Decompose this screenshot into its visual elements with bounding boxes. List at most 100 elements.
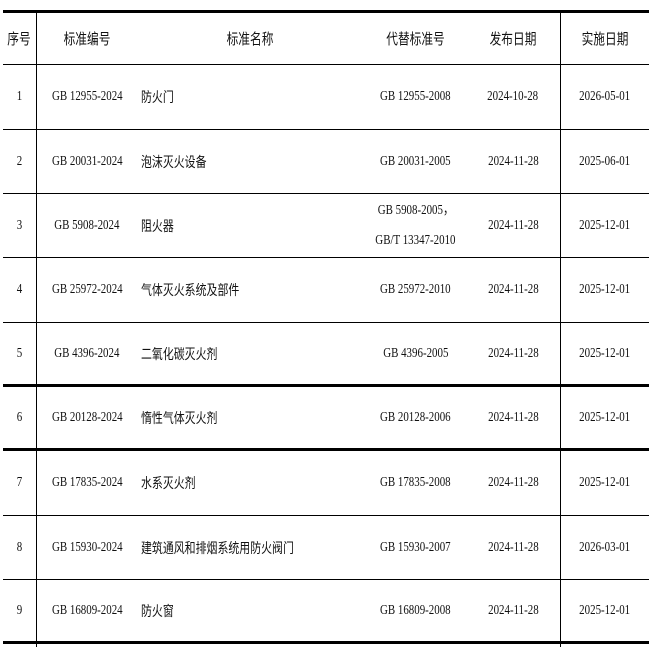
cell-replaces: GB 12955-2008 [358, 65, 473, 129]
code-text: GB 20128-2024 [51, 409, 123, 425]
cell-replaces: GB 5908-2005， GB/T 13347-2010 [358, 194, 473, 257]
published-text: 2024-10-28 [487, 89, 539, 104]
cell-no: 4 [3, 258, 36, 322]
replaced-standard: GB 20031-2005 [380, 153, 451, 169]
cell-effective: 2025-12-01 [561, 194, 649, 257]
cell-name: 泡沫灭火设备 [141, 130, 351, 193]
cell-replaces: GB 25972-2010 [358, 258, 473, 322]
published-text: 2024-11-28 [487, 409, 539, 425]
replaced-standard: GB 5908-2005， [377, 202, 454, 218]
cell-published: 2024-11-28 [463, 387, 563, 448]
cell-name: 水系灭火剂 [141, 451, 351, 515]
header-name: 标准名称 [183, 13, 318, 64]
cell-no: 7 [3, 451, 36, 515]
code-text: GB 17835-2024 [51, 475, 123, 490]
table-row: 4 GB 25972-2024 气体灭火系统及部件 GB 25972-2010 2024… [3, 258, 649, 323]
cell-code: GB 5908-2024 [37, 194, 137, 257]
table-row: 8 GB 15930-2024 建筑通风和排烟系统用防火阀门 GB 15930-200… [3, 516, 649, 580]
cell-published: 2024-10-28 [463, 65, 563, 129]
code-text: GB 16809-2024 [51, 602, 123, 618]
published-text: 2024-11-28 [487, 282, 539, 297]
effective-text: 2026-05-01 [579, 89, 631, 104]
cell-code: GB 16809-2024 [37, 580, 137, 641]
cell-replaces: GB 20128-2006 [358, 387, 473, 448]
cell-code: GB 17835-2024 [37, 451, 137, 515]
table-row: 9 GB 16809-2024 防火窗 GB 16809-2008 2024-11-28… [3, 580, 649, 644]
cell-published: 2024-11-28 [463, 323, 563, 384]
header-label: 实施日期 [581, 32, 629, 48]
table-row: 6 GB 20128-2024 惰性气体灭火剂 GB 20128-2006 2024-1… [3, 387, 649, 451]
cell-name: 阻火器 [141, 194, 351, 257]
cell-effective: 2026-03-01 [561, 516, 649, 579]
header-label: 序号 [7, 32, 32, 48]
cell-effective: 2025-12-01 [561, 323, 649, 384]
cell-effective: 2025-12-01 [561, 580, 649, 641]
replaced-standard: GB 25972-2010 [380, 282, 451, 297]
cell-no: 8 [3, 516, 36, 579]
no-text: 7 [16, 475, 23, 490]
cell-name: 二氧化碳灭火剂 [141, 323, 351, 384]
cell-published: 2024-11-28 [463, 258, 563, 322]
name-text: 防火窗 [141, 604, 174, 620]
cell-published: 2024-11-28 [463, 516, 563, 579]
replaced-standard: GB 17835-2008 [380, 475, 451, 490]
name-text: 泡沫灭火设备 [141, 155, 207, 171]
cell-code: GB 20031-2024 [37, 130, 137, 193]
cell-no: 5 [3, 323, 36, 384]
no-text: 5 [16, 345, 23, 361]
header-code: 标准编号 [37, 13, 137, 64]
name-text: 水系灭火剂 [141, 477, 196, 492]
table-row: 5 GB 4396-2024 二氧化碳灭火剂 GB 4396-2005 2024-11-… [3, 323, 649, 387]
effective-text: 2025-12-01 [579, 602, 631, 618]
cell-name: 建筑通风和排烟系统用防火阀门 [141, 516, 351, 579]
cell-effective: 2026-05-01 [561, 65, 649, 129]
effective-text: 2025-06-01 [579, 153, 631, 169]
name-text: 建筑通风和排烟系统用防火阀门 [141, 541, 294, 557]
cell-published: 2024-11-28 [463, 130, 563, 193]
column-divider [560, 13, 561, 647]
cell-no: 9 [3, 580, 36, 641]
cell-published: 2024-11-28 [463, 194, 563, 257]
published-text: 2024-11-28 [487, 217, 539, 233]
no-text: 9 [16, 602, 23, 618]
cell-code: GB 4396-2024 [37, 323, 137, 384]
code-text: GB 20031-2024 [51, 153, 123, 169]
no-text: 1 [16, 89, 23, 104]
cell-published: 2024-11-28 [463, 580, 563, 641]
header-label: 发布日期 [489, 32, 537, 48]
replaced-standard: GB 16809-2008 [380, 602, 451, 618]
cell-name: 惰性气体灭火剂 [141, 387, 351, 448]
no-text: 6 [16, 409, 23, 425]
no-text: 3 [16, 217, 23, 233]
no-text: 4 [16, 282, 23, 297]
cell-replaces: GB 17835-2008 [358, 451, 473, 515]
replaced-standard: GB 15930-2007 [380, 539, 451, 555]
cell-no: 2 [3, 130, 36, 193]
cell-name: 气体灭火系统及部件 [141, 258, 351, 322]
cell-effective: 2025-06-01 [561, 130, 649, 193]
no-text: 8 [16, 539, 23, 555]
header-effective: 实施日期 [561, 13, 649, 64]
name-text: 阻火器 [141, 219, 174, 235]
code-text: GB 4396-2024 [54, 345, 120, 361]
table-row: 7 GB 17835-2024 水系灭火剂 GB 17835-2008 2024-11-… [3, 451, 649, 516]
table-row: 2 GB 20031-2024 泡沫灭火设备 GB 20031-2005 2024-11… [3, 130, 649, 194]
cell-replaces: GB 4396-2005 [358, 323, 473, 384]
name-text: 二氧化碳灭火剂 [141, 347, 218, 363]
name-text: 惰性气体灭火剂 [141, 411, 218, 427]
cell-name: 防火窗 [141, 580, 351, 641]
replaced-standard: GB 12955-2008 [380, 89, 451, 104]
published-text: 2024-11-28 [487, 345, 539, 361]
header-label: 标准名称 [227, 32, 274, 48]
cell-effective: 2025-12-01 [561, 451, 649, 515]
cell-name: 防火门 [141, 65, 351, 129]
name-text: 气体灭火系统及部件 [141, 284, 240, 299]
cell-effective: 2025-12-01 [561, 387, 649, 448]
cell-code: GB 15930-2024 [37, 516, 137, 579]
table-row: 3 GB 5908-2024 阻火器 GB 5908-2005， GB/T 13347-… [3, 194, 649, 258]
cell-no: 6 [3, 387, 36, 448]
code-text: GB 12955-2024 [51, 89, 123, 104]
header-published: 发布日期 [463, 13, 563, 64]
cell-replaces: GB 16809-2008 [358, 580, 473, 641]
cell-no: 3 [3, 194, 36, 257]
